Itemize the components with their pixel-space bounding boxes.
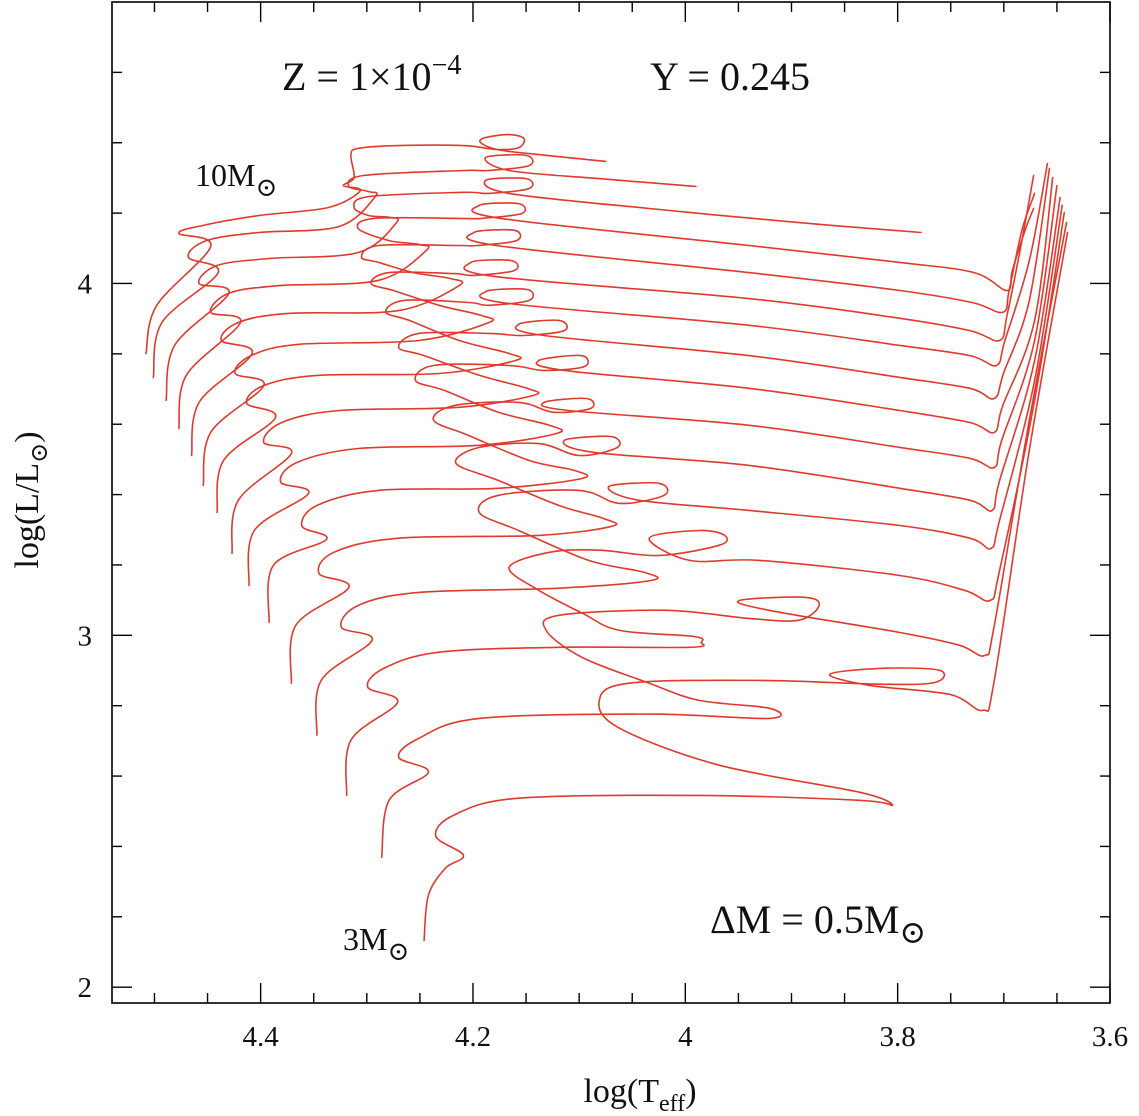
x-tick-label: 3.6 (1092, 1021, 1128, 1053)
track-line-7 (231, 167, 1051, 555)
track-line-2 (345, 211, 1066, 797)
x-tick-labels: 4.4 4.2 4 3.8 3.6 (243, 1021, 1129, 1053)
track-line-0 (423, 231, 1069, 942)
y-tick-labels: 2 3 4 (78, 268, 93, 1004)
y-tick-label: 2 (78, 972, 93, 1004)
x-tick-label: 3.8 (880, 1021, 916, 1053)
metallicity-annotation: Z = 1×10−4 (282, 50, 461, 99)
y-axis-label: log(L/L⊙) (9, 431, 53, 568)
evolutionary-tracks (145, 133, 1069, 942)
track-line-3 (315, 204, 1063, 736)
track-line-8 (216, 162, 1049, 514)
track-line-1 (380, 221, 1068, 859)
y-tick-label: 4 (78, 268, 93, 300)
top-mass-label: 10M⊙ (195, 157, 277, 202)
bottom-mass-label: 3M⊙ (343, 921, 409, 966)
track-line-14 (145, 133, 607, 355)
axis-ticks (112, 2, 1111, 1003)
track-line-11 (178, 202, 1035, 430)
track-line-6 (247, 176, 1054, 587)
x-tick-label: 4 (678, 1021, 693, 1053)
x-tick-label: 4.4 (243, 1021, 280, 1053)
y-tick-label: 3 (78, 620, 93, 652)
track-line-9 (202, 174, 1035, 487)
track-line-12 (165, 177, 922, 402)
track-line-13 (152, 154, 697, 379)
track-line-4 (289, 196, 1061, 684)
track-line-10 (190, 192, 1036, 457)
track-line-5 (267, 184, 1058, 624)
plot-frame (111, 1, 1111, 1004)
x-tick-label: 4.2 (455, 1021, 491, 1053)
helium-annotation: Y = 0.245 (650, 54, 810, 99)
x-axis-label: log(Teff) (583, 1073, 696, 1116)
mass-step-annotation: ΔM = 0.5M⊙ (710, 897, 926, 950)
